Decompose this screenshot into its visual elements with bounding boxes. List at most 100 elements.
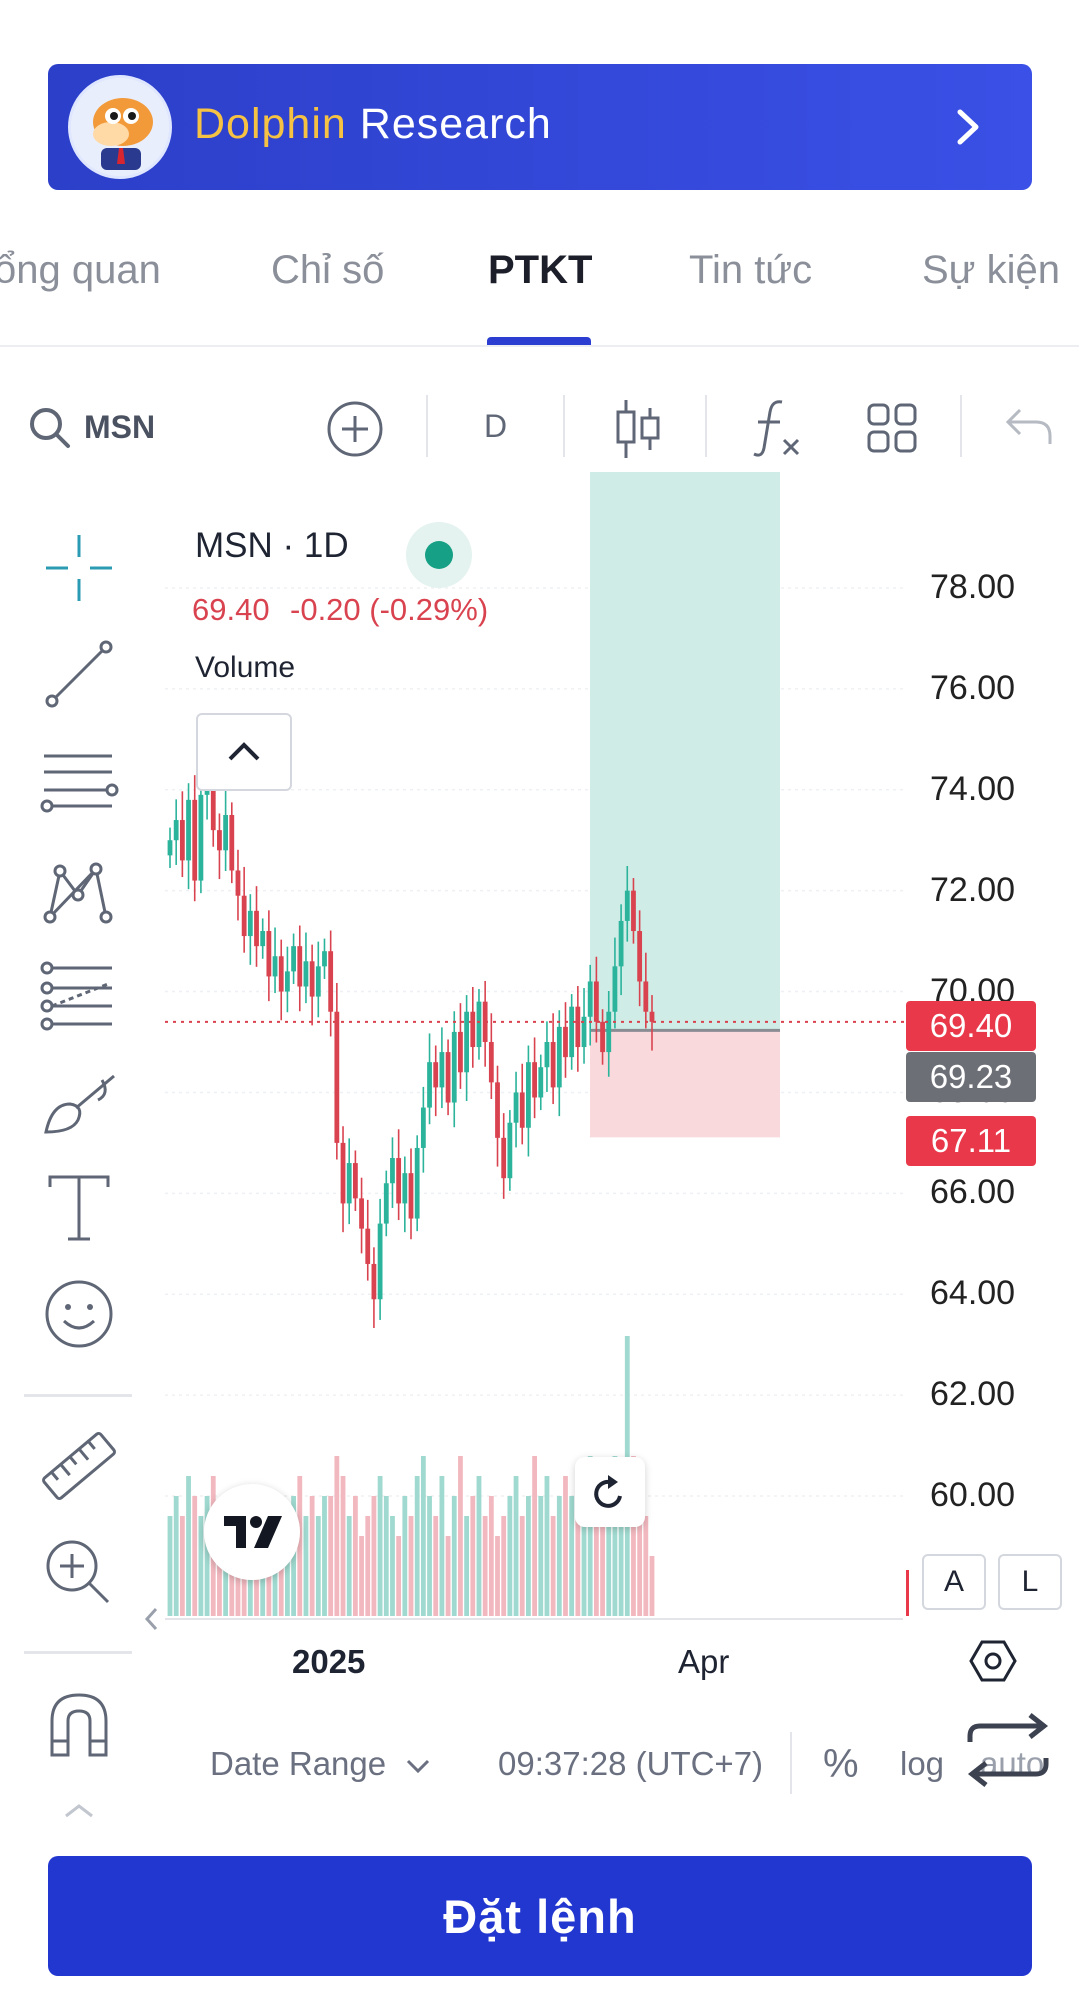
candle-body [396,1158,402,1204]
toolbar-divider [426,395,428,457]
volume-bar [569,1496,575,1616]
volume-bar [427,1496,432,1616]
volume-bar [439,1476,445,1616]
candle-body [631,890,636,932]
candle-body [581,1016,587,1048]
volume-bar [278,1536,284,1616]
candle-body [624,890,630,921]
more-tools-chevron-icon[interactable] [62,1800,96,1820]
swap-arrows-icon[interactable] [962,1712,1054,1788]
time-axis-line [165,1618,903,1620]
price-axis-label: 66.00 [930,1173,1016,1212]
dolphin-mascot-avatar [68,75,172,179]
candle-body [315,966,321,997]
candle-body [328,951,334,1012]
layout-grid-icon[interactable] [866,402,918,454]
candle-body [488,1042,494,1083]
pattern-tool-icon[interactable] [38,847,120,929]
reset-chart-button[interactable] [575,1457,645,1527]
tab-ptkt[interactable]: PTKT [488,248,593,292]
candle-body [544,1042,550,1068]
scroll-left-icon[interactable] [144,1606,160,1632]
magnet-icon[interactable] [38,1683,120,1765]
candle-body [451,1031,457,1103]
candle-body [439,1052,445,1088]
candle-body [278,956,284,992]
log-scale-button[interactable]: L [998,1554,1062,1610]
candle-body [217,830,222,851]
volume-bar [328,1496,334,1616]
candle-body [593,981,599,1022]
undo-icon[interactable] [1004,404,1054,450]
candle-body [173,820,179,841]
volume-bar [334,1456,340,1616]
candle-body [526,1062,531,1128]
volume-bar [618,1476,624,1616]
active-tab-indicator [487,337,591,345]
volume-bar [464,1516,470,1616]
candle-body [198,794,204,881]
price-axis-label: 62.00 [930,1375,1016,1414]
tab-indices[interactable]: Chỉ số [271,248,385,292]
ruler-icon[interactable] [38,1425,120,1507]
clock-timezone[interactable]: 09:37:28 (UTC+7) [498,1745,764,1782]
volume-bar [167,1516,173,1616]
market-status-indicator [406,522,472,588]
emoji-icon[interactable] [38,1273,120,1355]
refresh-icon [594,1475,622,1508]
candle-body [427,1062,432,1108]
chart-settings-icon[interactable] [968,1636,1018,1686]
horizontal-lines-icon[interactable] [38,740,120,822]
tab-news[interactable]: Tin tức [689,248,813,292]
auto-scale-button[interactable]: A [922,1554,986,1610]
tab-overview[interactable]: ổng quan [0,248,161,292]
symbol-search[interactable]: MSN [28,404,178,454]
candles-icon[interactable] [612,396,664,462]
candle-body [445,1052,451,1103]
interval-button[interactable]: D [484,408,508,444]
volume-bar [513,1476,519,1616]
candle-body [569,1006,575,1058]
brush-icon[interactable] [38,1060,120,1142]
volume-legend-label: Volume [195,651,296,684]
volume-bar [445,1536,451,1616]
collapse-legend-button[interactable] [196,713,292,791]
volume-bar [495,1536,500,1616]
candle-body [247,910,253,937]
candle-body [346,1163,352,1204]
tradingview-logo[interactable] [204,1484,300,1580]
crosshair-icon[interactable] [38,527,120,609]
volume-bar [532,1456,537,1616]
volume-bar [352,1496,358,1616]
price-axis-label: 74.00 [930,769,1016,808]
candle-body [433,1062,439,1088]
date-range-dropdown[interactable]: Date Range [210,1745,431,1783]
target-zone [590,471,780,1031]
candle-body [229,815,235,871]
candle-body [538,1067,544,1098]
volume-bar [377,1476,383,1616]
percent-scale-toggle[interactable]: % [823,1742,859,1786]
tab-events[interactable]: Sự kiện [922,248,1060,292]
dolphin-research-banner[interactable]: Dolphin Research [48,64,1032,190]
add-symbol-icon[interactable] [326,400,384,458]
volume-bar [544,1476,550,1616]
volume-bar [550,1516,556,1616]
volume-bar [396,1536,402,1616]
place-order-button[interactable]: Đặt lệnh [48,1856,1032,1976]
volume-bar [606,1496,612,1616]
candle-body [340,1142,346,1204]
price-axis-label: 72.00 [930,870,1016,909]
zoom-in-icon[interactable] [38,1532,120,1614]
volume-bar [291,1496,296,1616]
log-scale-toggle[interactable]: log [900,1745,945,1782]
indicators-fx-icon[interactable] [752,396,804,462]
chevron-right-icon [957,109,979,145]
stop-price-tag: 67.11 [906,1116,1036,1166]
fib-retracement-icon[interactable] [38,954,120,1036]
candle-body [556,1026,562,1088]
volume-bar [204,1496,210,1616]
text-tool-icon[interactable] [38,1167,120,1249]
price-chart[interactable] [0,0,1079,1700]
trend-line-icon[interactable] [38,633,120,715]
